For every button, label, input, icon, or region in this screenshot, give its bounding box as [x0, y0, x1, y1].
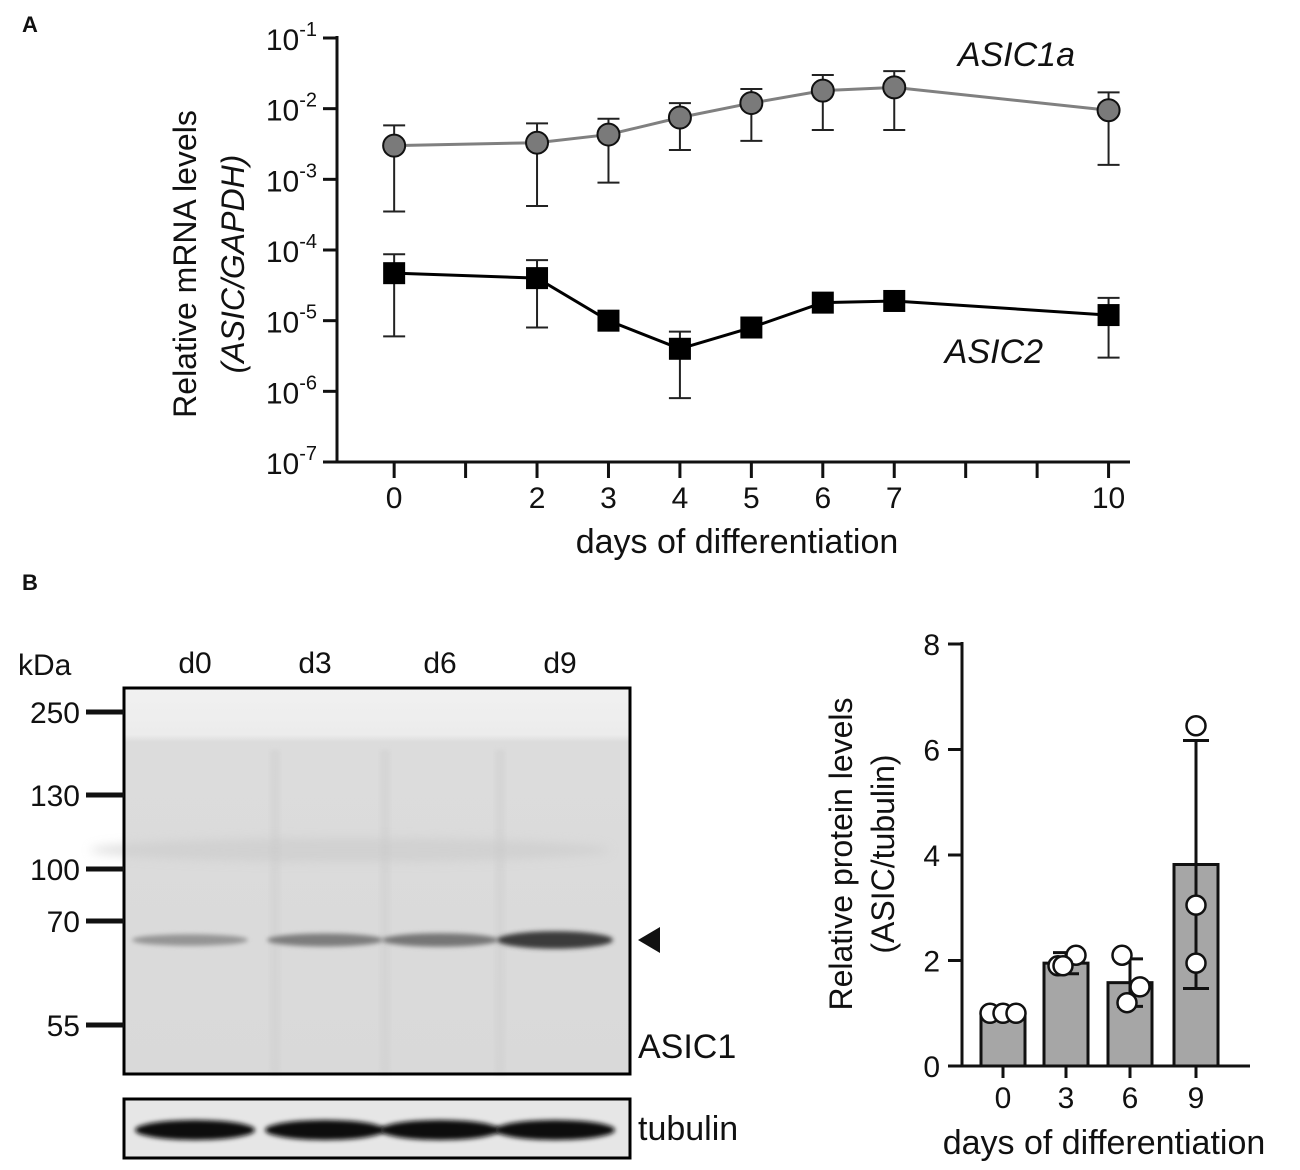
bar-data-point	[1185, 715, 1207, 737]
data-point	[1096, 98, 1121, 123]
bar-y-tick-label: 4	[923, 840, 940, 873]
data-point	[668, 337, 691, 360]
bar-x-tick-label: 9	[1188, 1082, 1205, 1115]
bar	[1042, 961, 1090, 1068]
tubulin-band	[135, 1120, 255, 1140]
bar-data-point	[1111, 944, 1133, 966]
lane-label: d3	[298, 647, 331, 680]
x-axis-label: days of differentiation	[576, 523, 899, 561]
lane-label: d9	[543, 647, 576, 680]
data-point	[383, 262, 406, 285]
x-tick-label: 2	[529, 482, 546, 515]
data-point	[739, 91, 764, 116]
series-asic2	[383, 253, 1120, 400]
x-tick-label: 10	[1092, 482, 1125, 515]
bar-y-axis-label-line2: (ASIC/tubulin)	[865, 754, 901, 953]
bar-y-tick-label: 0	[923, 1051, 940, 1084]
y-tick-label: 10-7	[266, 443, 317, 481]
x-tick-label: 3	[600, 482, 617, 515]
bar-x-tick-label: 0	[995, 1082, 1012, 1115]
y-tick-label: 10-6	[266, 372, 317, 410]
bar-data-point	[1185, 894, 1207, 916]
bar-data-point	[1052, 955, 1074, 977]
lane-label: d0	[178, 647, 211, 680]
marker-label: 130	[30, 780, 80, 813]
tubulin-blot	[122, 1097, 632, 1160]
data-point	[596, 122, 621, 147]
x-tick-label: 4	[672, 482, 689, 515]
marker-label: 100	[30, 854, 80, 887]
bar-data-point	[1129, 976, 1151, 998]
band-arrowhead	[638, 927, 660, 953]
x-tick-label: 5	[743, 482, 760, 515]
marker-label: 70	[47, 906, 80, 939]
tubulin-band	[380, 1120, 500, 1140]
series-label-asic1a: ASIC1a	[956, 36, 1075, 74]
series-label-asic2: ASIC2	[943, 333, 1043, 371]
band-label-tubulin: tubulin	[638, 1110, 738, 1148]
y-tick-label: 10-3	[266, 160, 317, 198]
data-point	[811, 291, 834, 314]
blot-membrane	[90, 686, 632, 1076]
marker-label: 55	[47, 1010, 80, 1043]
bar-x-axis-label: days of differentiation	[943, 1124, 1266, 1162]
data-point	[740, 316, 763, 339]
bar-y-tick-label: 2	[923, 946, 940, 979]
kda-label: kDa	[18, 649, 72, 682]
bar-data-point	[1005, 1002, 1027, 1024]
bar-chart-panel-b: 0 2 4 6 8 0 3 6 9 Relative protein levels (ASIC/…	[823, 629, 1266, 1162]
bar-y-axis-label-line1: Relative protein levels	[823, 697, 859, 1010]
asic1-band	[497, 931, 613, 949]
band-label-asic1: ASIC1	[638, 1028, 736, 1066]
bar-data-point	[1185, 952, 1207, 974]
data-point	[526, 267, 549, 290]
bar-x-tick-label: 6	[1122, 1082, 1139, 1115]
data-point	[810, 78, 835, 103]
series-asic1a	[382, 70, 1121, 213]
asic1-band	[267, 933, 383, 947]
asic1-band	[132, 934, 248, 946]
x-tick-label: 7	[886, 482, 903, 515]
panel-b-letter: B	[22, 570, 38, 595]
data-point	[382, 133, 407, 158]
y-tick-label: 10-5	[266, 302, 317, 340]
y-tick-label: 10-1	[266, 19, 317, 57]
y-tick-label: 10-4	[266, 231, 317, 269]
y-tick-label: 10-2	[266, 90, 317, 128]
western-blot: kDa d0 d3 d6 d9 250 130 100 70 55 ASIC1 tubulin	[18, 647, 738, 1160]
x-tick-label: 6	[814, 482, 831, 515]
data-point	[525, 130, 550, 155]
marker-label: 250	[30, 697, 80, 730]
bar-y-tick-label: 6	[923, 735, 940, 768]
y-axis-label-line1: Relative mRNA levels	[167, 110, 203, 418]
tubulin-band	[495, 1120, 615, 1140]
data-point	[882, 75, 907, 100]
series-line	[394, 271, 1109, 351]
data-point	[1097, 304, 1120, 327]
panel-a-letter: A	[22, 12, 38, 37]
data-point	[667, 105, 692, 130]
asic1-band	[382, 933, 498, 947]
bar-x-tick-label: 3	[1058, 1082, 1075, 1115]
bar-data-point	[1116, 991, 1138, 1014]
lane-label: d6	[423, 647, 456, 680]
line-chart-panel-a: 10-1 10-2 10-3 10-4 10-5 10-6 10-7 0 2 3 4 5 6 7 10 Re…	[167, 19, 1130, 561]
data-point	[597, 309, 620, 332]
data-point	[883, 289, 906, 312]
y-axis-label-line2: (ASIC/GAPDH)	[215, 155, 251, 374]
x-tick-label: 0	[386, 482, 403, 515]
tubulin-band	[265, 1120, 385, 1140]
bar-y-tick-label: 8	[923, 629, 940, 662]
